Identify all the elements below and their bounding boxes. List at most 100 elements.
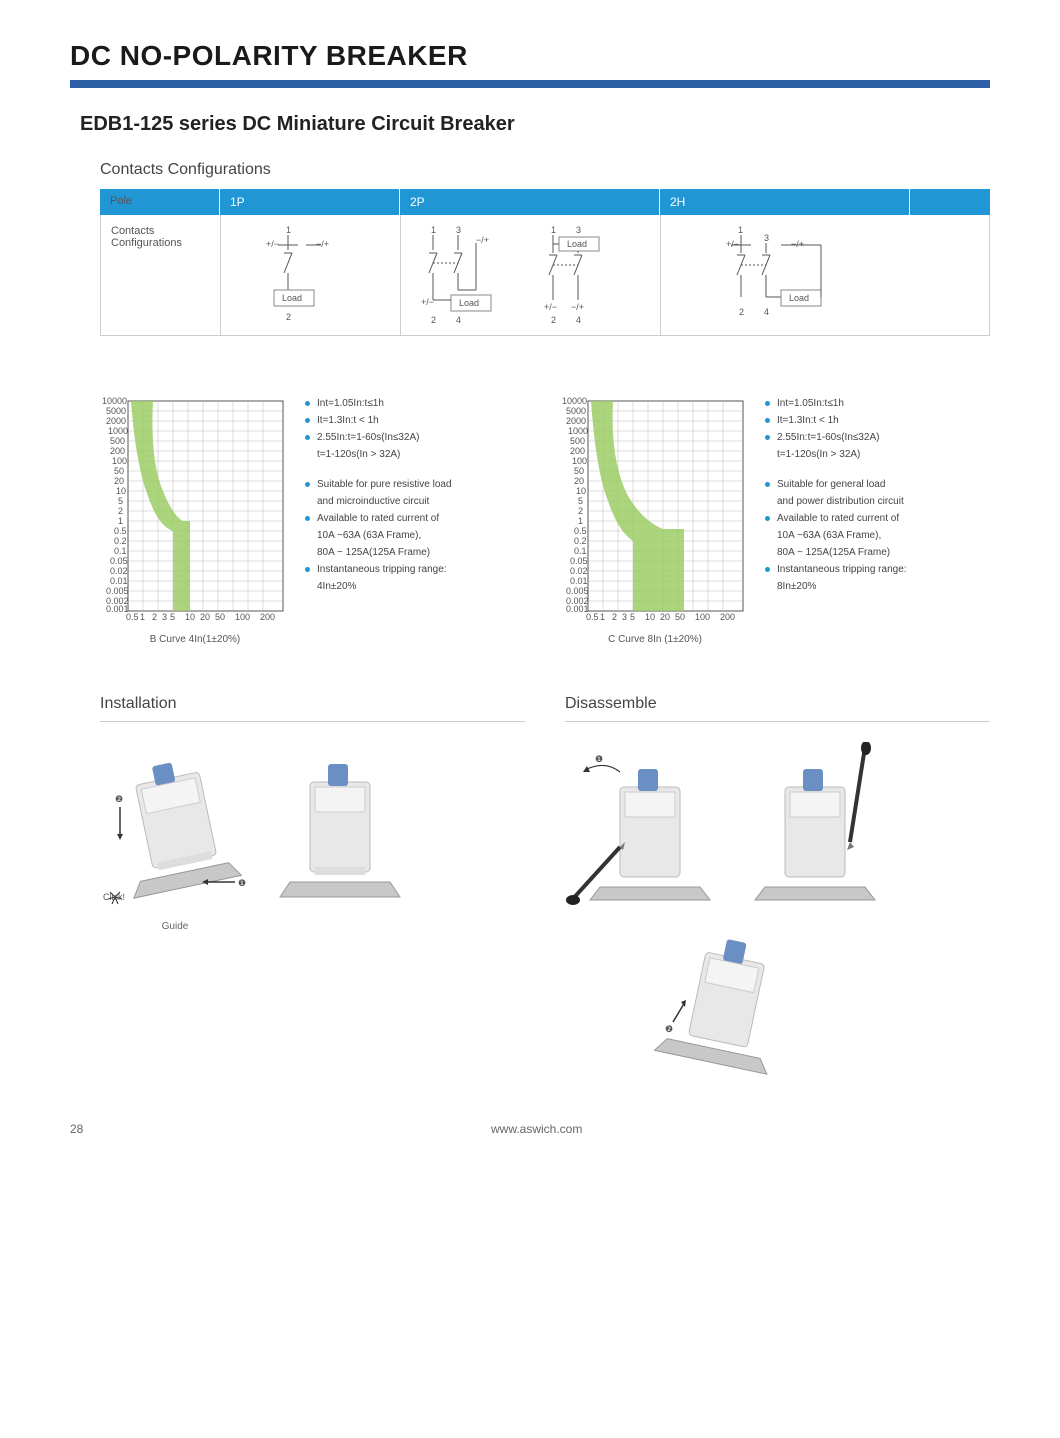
sub-title: EDB1-125 series DC Miniature Circuit Bre…	[80, 113, 990, 136]
svg-text:50: 50	[574, 466, 584, 476]
svg-text:Load: Load	[789, 293, 809, 303]
svg-text:0.01: 0.01	[110, 576, 128, 586]
svg-text:50: 50	[215, 612, 225, 622]
svg-text:0.1: 0.1	[574, 546, 587, 556]
svg-text:+/−: +/−	[421, 297, 434, 307]
svg-text:❶: ❶	[238, 878, 246, 888]
svg-text:5: 5	[170, 612, 175, 622]
svg-text:10: 10	[576, 486, 586, 496]
circuit-2h: 1 +/− −/+ 3 Load 2	[726, 225, 846, 325]
install-step-2	[270, 742, 420, 902]
svg-text:2: 2	[551, 315, 556, 325]
svg-text:500: 500	[570, 436, 585, 446]
svg-text:1: 1	[286, 225, 291, 235]
svg-text:2000: 2000	[566, 416, 586, 426]
svg-text:0.5: 0.5	[574, 526, 587, 536]
svg-text:−/+: −/+	[791, 239, 804, 249]
svg-text:Load: Load	[459, 298, 479, 308]
svg-text:+/−: +/−	[544, 302, 557, 312]
svg-text:0.02: 0.02	[110, 566, 128, 576]
footer-url: www.aswich.com	[491, 1122, 582, 1136]
svg-text:100: 100	[572, 456, 587, 466]
svg-text:2: 2	[739, 307, 744, 317]
svg-text:2: 2	[612, 612, 617, 622]
svg-text:4: 4	[576, 315, 581, 325]
svg-text:−/+: −/+	[476, 235, 489, 245]
svg-text:200: 200	[720, 612, 735, 622]
svg-text:2000: 2000	[106, 416, 126, 426]
svg-text:0.5: 0.5	[114, 526, 127, 536]
svg-text:2: 2	[152, 612, 157, 622]
row-label-2: Configurations	[111, 237, 182, 249]
svg-text:4: 4	[456, 315, 461, 325]
th-2p: 2P	[400, 189, 660, 215]
contacts-section-title: Contacts Configurations	[100, 161, 990, 179]
svg-text:+/−: +/−	[726, 239, 739, 249]
c-curve-chart: 100005000200010005002001005020105210.50.…	[560, 396, 750, 626]
svg-text:2: 2	[118, 506, 123, 516]
disassemble-step-2: ❷	[645, 922, 795, 1082]
svg-text:20: 20	[200, 612, 210, 622]
disassemble-step-1b	[735, 742, 885, 902]
svg-text:200: 200	[260, 612, 275, 622]
svg-text:20: 20	[660, 612, 670, 622]
svg-text:−/+: −/+	[571, 302, 584, 312]
svg-text:3: 3	[456, 225, 461, 235]
svg-text:+/−: +/−	[266, 239, 279, 249]
svg-text:1: 1	[600, 612, 605, 622]
row-label-1: Contacts	[111, 225, 154, 237]
svg-text:1000: 1000	[108, 426, 128, 436]
svg-text:5: 5	[118, 496, 123, 506]
svg-text:500: 500	[110, 436, 125, 446]
svg-text:5: 5	[630, 612, 635, 622]
svg-text:10000: 10000	[102, 396, 127, 406]
svg-text:0.2: 0.2	[114, 536, 127, 546]
svg-text:0.1: 0.1	[114, 546, 127, 556]
svg-text:3: 3	[622, 612, 627, 622]
guide-label: Guide	[100, 921, 250, 932]
svg-text:2: 2	[431, 315, 436, 325]
svg-text:200: 200	[110, 446, 125, 456]
svg-text:Load: Load	[567, 239, 587, 249]
svg-text:10: 10	[645, 612, 655, 622]
svg-text:0.005: 0.005	[566, 586, 589, 596]
svg-text:20: 20	[574, 476, 584, 486]
svg-text:1: 1	[431, 225, 436, 235]
svg-text:Click!: Click!	[103, 892, 125, 902]
svg-text:20: 20	[114, 476, 124, 486]
svg-text:0.05: 0.05	[110, 556, 128, 566]
install-step-1: ❷ ❶ Click! Guide	[100, 742, 250, 902]
svg-text:1: 1	[118, 516, 123, 526]
svg-text:200: 200	[570, 446, 585, 456]
svg-text:1: 1	[738, 225, 743, 235]
svg-text:5000: 5000	[566, 406, 586, 416]
svg-text:10000: 10000	[562, 396, 587, 406]
svg-text:100: 100	[112, 456, 127, 466]
svg-text:3: 3	[576, 225, 581, 235]
b-curve-caption: B Curve 4In(1±20%)	[150, 634, 241, 645]
svg-text:4: 4	[764, 307, 769, 317]
svg-text:2: 2	[578, 506, 583, 516]
svg-text:2: 2	[286, 312, 291, 322]
svg-text:1: 1	[578, 516, 583, 526]
svg-text:10: 10	[116, 486, 126, 496]
svg-text:1: 1	[551, 225, 556, 235]
svg-text:5000: 5000	[106, 406, 126, 416]
th-1p: 1P	[220, 189, 400, 215]
svg-text:3: 3	[162, 612, 167, 622]
svg-text:1000: 1000	[568, 426, 588, 436]
svg-text:−/+: −/+	[316, 239, 329, 249]
svg-text:❷: ❷	[665, 1024, 673, 1034]
b-curve-chart: 100005000200010005002001005020105210.50.…	[100, 396, 290, 626]
svg-text:0.01: 0.01	[570, 576, 588, 586]
svg-text:10: 10	[185, 612, 195, 622]
svg-text:0.2: 0.2	[574, 536, 587, 546]
th-pole: Pole	[100, 189, 220, 215]
svg-text:0.005: 0.005	[106, 586, 129, 596]
circuit-1p: 1 +/− −/+ Load 2	[266, 225, 356, 325]
c-curve-caption: C Curve 8In (1±20%)	[608, 634, 702, 645]
svg-text:0.5: 0.5	[586, 612, 599, 622]
svg-text:❷: ❷	[115, 794, 123, 804]
disassemble-step-1a: ❶	[565, 742, 715, 902]
disassemble-title: Disassemble	[565, 695, 990, 713]
